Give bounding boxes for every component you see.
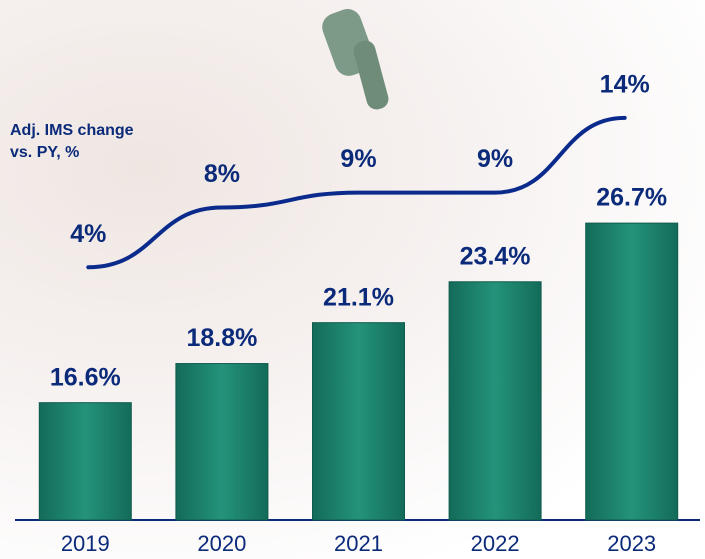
line-value-label: 9% — [340, 145, 376, 173]
bar-value-label: 23.4% — [460, 242, 531, 270]
bar-value-label: 26.7% — [596, 184, 667, 212]
bar — [38, 402, 132, 521]
line-value-label: 9% — [477, 145, 513, 173]
device-icon — [322, 9, 389, 110]
bar-value-label: 21.1% — [323, 283, 394, 311]
x-tick-label: 2022 — [471, 531, 520, 556]
bar — [585, 222, 679, 521]
x-tick-label: 2023 — [607, 531, 656, 556]
bar-value-label: 16.6% — [50, 363, 121, 391]
line-value-label: 4% — [70, 220, 106, 248]
bar-value-label: 18.8% — [186, 324, 257, 352]
bar — [175, 363, 269, 521]
x-tick-label: 2019 — [61, 531, 110, 556]
bar — [312, 322, 405, 521]
bar — [448, 281, 542, 521]
series-label: Adj. IMS change vs. PY, % — [10, 122, 134, 161]
line-value-label: 8% — [204, 160, 240, 188]
x-tick-label: 2020 — [197, 531, 246, 556]
line — [86, 115, 627, 270]
line-value-label: 14% — [600, 70, 650, 98]
x-tick-label: 2021 — [334, 531, 383, 556]
